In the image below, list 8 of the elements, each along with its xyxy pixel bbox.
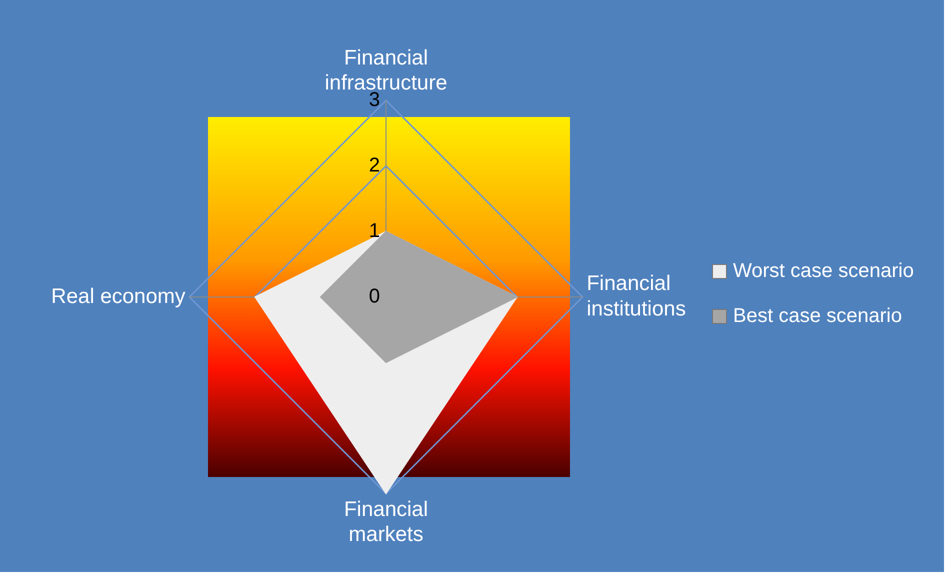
spoke-label: Real economy <box>51 284 186 308</box>
legend-label: Worst case scenario <box>733 260 914 283</box>
legend-label: Best case scenario <box>733 305 902 328</box>
y-tick-label: 2 <box>368 154 380 176</box>
y-tick-label: 1 <box>368 220 380 242</box>
y-tick-label: 0 <box>368 286 380 308</box>
spoke-label: Financial institutions <box>586 272 686 320</box>
spoke-label: Financial markets <box>344 498 428 546</box>
